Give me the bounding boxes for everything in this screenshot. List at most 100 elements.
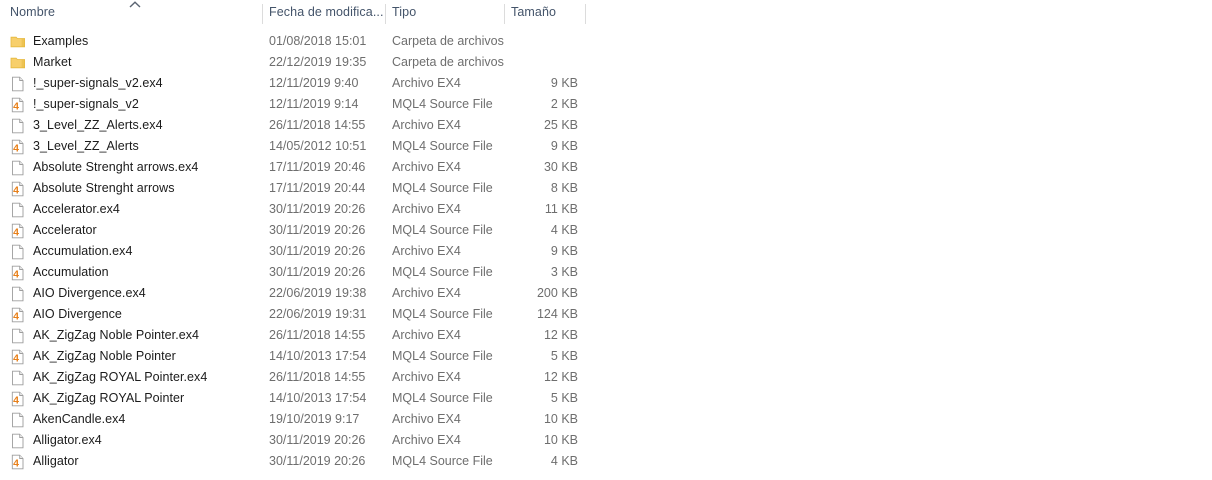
file-date-cell: 14/10/2013 17:54 <box>269 349 367 363</box>
ex4-file-icon <box>10 328 26 344</box>
file-date-cell: 17/11/2019 20:46 <box>269 160 366 174</box>
ex4-file-icon <box>10 412 26 428</box>
ex4-file-icon <box>10 286 26 302</box>
file-size-cell: 4 KB <box>550 223 578 237</box>
mql4-file-icon: 4 <box>10 181 26 197</box>
file-name-cell[interactable]: Examples <box>10 31 88 52</box>
table-row[interactable]: 4 AIO Divergence 22/06/2019 19:31 MQL4 Sour… <box>0 304 1212 325</box>
file-name-cell[interactable]: Market <box>10 52 72 73</box>
column-resize-handle-name[interactable] <box>262 4 263 24</box>
file-name-cell[interactable]: 4 !_super-signals_v2 <box>10 94 139 115</box>
file-type-cell: MQL4 Source File <box>392 307 493 321</box>
file-date-cell: 30/11/2019 20:26 <box>269 265 366 279</box>
file-name-cell[interactable]: 4 Accelerator <box>10 220 97 241</box>
table-row[interactable]: !_super-signals_v2.ex4 12/11/2019 9:40 Arc… <box>0 73 1212 94</box>
file-date-cell: 22/06/2019 19:31 <box>269 307 367 321</box>
file-size-cell: 5 KB <box>550 349 578 363</box>
table-row[interactable]: 4 AK_ZigZag ROYAL Pointer 14/10/2013 17:54… <box>0 388 1212 409</box>
file-date-cell: 30/11/2019 20:26 <box>269 433 366 447</box>
file-name-label: 3_Level_ZZ_Alerts.ex4 <box>33 118 163 132</box>
file-name-cell[interactable]: AIO Divergence.ex4 <box>10 283 146 304</box>
column-header-name[interactable]: Nombre <box>10 5 56 19</box>
file-date-cell: 30/11/2019 20:26 <box>269 454 366 468</box>
file-type-cell: MQL4 Source File <box>392 265 493 279</box>
table-row[interactable]: Alligator.ex4 30/11/2019 20:26 Archivo EX4… <box>0 430 1212 451</box>
file-name-label: 3_Level_ZZ_Alerts <box>33 139 139 153</box>
table-row[interactable]: AIO Divergence.ex4 22/06/2019 19:38 Archiv… <box>0 283 1212 304</box>
file-name-cell[interactable]: 4 AK_ZigZag Noble Pointer <box>10 346 176 367</box>
svg-text:4: 4 <box>13 268 19 280</box>
file-name-cell[interactable]: 4 AIO Divergence <box>10 304 122 325</box>
file-size-cell: 3 KB <box>550 265 578 279</box>
file-name-cell[interactable]: 4 Absolute Strenght arrows <box>10 178 175 199</box>
file-size-cell: 9 KB <box>550 76 578 90</box>
file-name-cell[interactable]: AK_ZigZag ROYAL Pointer.ex4 <box>10 367 207 388</box>
file-name-cell[interactable]: !_super-signals_v2.ex4 <box>10 73 163 94</box>
file-size-cell: 2 KB <box>550 97 578 111</box>
file-size-cell: 5 KB <box>550 391 578 405</box>
table-row[interactable]: Accumulation.ex4 30/11/2019 20:26 Archivo … <box>0 241 1212 262</box>
file-name-cell[interactable]: AkenCandle.ex4 <box>10 409 125 430</box>
file-name-cell[interactable]: Absolute Strenght arrows.ex4 <box>10 157 198 178</box>
file-name-label: Market <box>33 55 72 69</box>
table-row[interactable]: Accelerator.ex4 30/11/2019 20:26 Archivo E… <box>0 199 1212 220</box>
table-row[interactable]: Market 22/12/2019 19:35 Carpeta de archivo… <box>0 52 1212 73</box>
file-name-cell[interactable]: 4 AK_ZigZag ROYAL Pointer <box>10 388 184 409</box>
file-size-cell <box>478 31 578 52</box>
file-name-cell[interactable]: Alligator.ex4 <box>10 430 102 451</box>
table-row[interactable]: 4 Accelerator 30/11/2019 20:26 MQL4 Source … <box>0 220 1212 241</box>
mql4-file-icon: 4 <box>10 307 26 323</box>
table-row[interactable]: 4 Alligator 30/11/2019 20:26 MQL4 Source Fi… <box>0 451 1212 472</box>
file-date-cell: 26/11/2018 14:55 <box>269 370 366 384</box>
svg-text:4: 4 <box>13 100 19 112</box>
table-row[interactable]: Examples 01/08/2018 15:01 Carpeta de archi… <box>0 31 1212 52</box>
column-header-size[interactable]: Tamaño <box>511 5 557 19</box>
file-size-cell: 12 KB <box>543 370 578 384</box>
mql4-file-icon: 4 <box>10 391 26 407</box>
ex4-file-icon <box>10 433 26 449</box>
file-type-cell: Carpeta de archivos <box>392 34 504 48</box>
table-row[interactable]: 4 3_Level_ZZ_Alerts 14/05/2012 10:51 MQL4 S… <box>0 136 1212 157</box>
file-name-label: AK_ZigZag Noble Pointer.ex4 <box>33 328 200 342</box>
table-row[interactable]: 4 !_super-signals_v2 12/11/2019 9:14 MQL4 S… <box>0 94 1212 115</box>
file-name-cell[interactable]: 4 Alligator <box>10 451 79 472</box>
table-row[interactable]: 4 Absolute Strenght arrows 17/11/2019 20:4… <box>0 178 1212 199</box>
file-type-cell: Archivo EX4 <box>392 76 461 90</box>
file-name-cell[interactable]: Accelerator.ex4 <box>10 199 120 220</box>
file-name-label: AkenCandle.ex4 <box>33 412 126 426</box>
table-row[interactable]: AK_ZigZag ROYAL Pointer.ex4 26/11/2018 14… <box>0 367 1212 388</box>
file-type-cell: MQL4 Source File <box>392 181 493 195</box>
file-name-label: AIO Divergence.ex4 <box>33 286 146 300</box>
column-header-date[interactable]: Fecha de modifica... <box>269 5 384 19</box>
table-row[interactable]: 4 Accumulation 30/11/2019 20:26 MQL4 Source… <box>0 262 1212 283</box>
file-name-cell[interactable]: Accumulation.ex4 <box>10 241 132 262</box>
file-name-cell[interactable]: 4 Accumulation <box>10 262 109 283</box>
table-row[interactable]: AkenCandle.ex4 19/10/2019 9:17 Archivo EX4… <box>0 409 1212 430</box>
column-header-type[interactable]: Tipo <box>392 5 417 19</box>
svg-text:4: 4 <box>13 226 19 238</box>
table-row[interactable]: 4 AK_ZigZag Noble Pointer 14/10/2013 17:54… <box>0 346 1212 367</box>
file-name-cell[interactable]: 4 3_Level_ZZ_Alerts <box>10 136 139 157</box>
mql4-file-icon: 4 <box>10 454 26 470</box>
file-name-label: !_super-signals_v2.ex4 <box>33 76 163 90</box>
file-name-cell[interactable]: AK_ZigZag Noble Pointer.ex4 <box>10 325 199 346</box>
file-type-cell: Archivo EX4 <box>392 160 461 174</box>
svg-text:4: 4 <box>13 394 19 406</box>
mql4-file-icon: 4 <box>10 97 26 113</box>
column-resize-handle-type[interactable] <box>504 4 505 24</box>
file-name-label: Alligator <box>33 454 79 468</box>
file-name-cell[interactable]: 3_Level_ZZ_Alerts.ex4 <box>10 115 163 136</box>
file-size-cell <box>478 52 578 73</box>
file-size-cell: 25 KB <box>543 118 578 132</box>
table-row[interactable]: 3_Level_ZZ_Alerts.ex4 26/11/2018 14:55 Arc… <box>0 115 1212 136</box>
file-size-cell: 12 KB <box>543 328 578 342</box>
table-row[interactable]: Absolute Strenght arrows.ex4 17/11/2019 2… <box>0 157 1212 178</box>
folder-icon <box>10 55 26 71</box>
column-resize-handle-date[interactable] <box>385 4 386 24</box>
file-date-cell: 30/11/2019 20:26 <box>269 223 366 237</box>
column-resize-handle-size[interactable] <box>585 4 586 24</box>
file-size-cell: 9 KB <box>550 139 578 153</box>
ex4-file-icon <box>10 118 26 134</box>
table-row[interactable]: AK_ZigZag Noble Pointer.ex4 26/11/2018 14… <box>0 325 1212 346</box>
file-name-label: Examples <box>33 34 89 48</box>
